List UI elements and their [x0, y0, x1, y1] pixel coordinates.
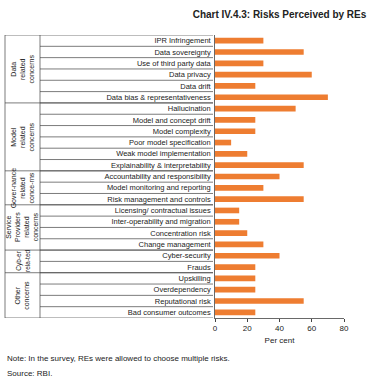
- svg-text:Data privacy: Data privacy: [169, 70, 211, 79]
- svg-text:Reputational risk: Reputational risk: [155, 297, 211, 306]
- svg-text:Chart IV.4.3: Risks Perceived: Chart IV.4.3: Risks Perceived by REs: [193, 9, 367, 20]
- svg-text:Cyb-errela-ted: Cyb-errela-ted: [15, 249, 30, 271]
- svg-text:Data bias & representativeness: Data bias & representativeness: [106, 93, 210, 102]
- svg-text:Explainability & interpretabil: Explainability & interpretability: [111, 161, 211, 170]
- svg-text:Modelrelatedconcerns: Modelrelatedconcerns: [10, 122, 35, 151]
- svg-text:20: 20: [243, 324, 252, 333]
- svg-text:ServiceProvidersrelatedconcern: ServiceProvidersrelatedconcerns: [5, 212, 39, 242]
- svg-text:Model complexity: Model complexity: [153, 127, 211, 136]
- svg-text:IPR Infringement: IPR Infringement: [154, 36, 211, 45]
- svg-text:Source: RBI.: Source: RBI.: [7, 369, 52, 378]
- svg-text:Per cent: Per cent: [265, 336, 296, 345]
- svg-text:Bad consumer outcomes: Bad consumer outcomes: [128, 308, 211, 317]
- svg-text:Data sovereignty: Data sovereignty: [154, 48, 211, 57]
- svg-text:Datarelatedconcerns: Datarelatedconcerns: [10, 55, 35, 84]
- svg-text:Use of third party data: Use of third party data: [137, 59, 212, 68]
- svg-text:Frauds: Frauds: [187, 263, 211, 272]
- svg-text:Note: In the survey, REs were: Note: In the survey, REs were allowed to…: [7, 354, 230, 363]
- svg-text:0: 0: [213, 324, 218, 333]
- svg-text:Risk management and controls: Risk management and controls: [107, 195, 211, 204]
- svg-text:Overdependency: Overdependency: [154, 285, 211, 294]
- svg-text:Concentration risk: Concentration risk: [150, 229, 211, 238]
- svg-text:80: 80: [340, 324, 349, 333]
- svg-text:Hallucination: Hallucination: [168, 104, 211, 113]
- svg-text:Data drift: Data drift: [180, 82, 211, 91]
- svg-text:Gover-nancerelatedconce-rns: Gover-nancerelatedconce-rns: [10, 168, 35, 209]
- svg-text:Change management: Change management: [139, 240, 212, 249]
- svg-text:60: 60: [307, 324, 316, 333]
- svg-text:Model monitoring and reporting: Model monitoring and reporting: [107, 183, 211, 192]
- svg-text:40: 40: [275, 324, 284, 333]
- svg-text:Inter-operability and migratio: Inter-operability and migration: [111, 217, 210, 226]
- svg-text:Upskilling: Upskilling: [179, 274, 211, 283]
- svg-text:Weak model implementation: Weak model implementation: [116, 149, 211, 158]
- svg-text:Otherconcerns: Otherconcerns: [14, 281, 30, 310]
- svg-text:Licensing/ contractual issues: Licensing/ contractual issues: [115, 206, 211, 215]
- svg-text:Accountability and responsibil: Accountability and responsibility: [104, 172, 211, 181]
- svg-text:Model and concept drift: Model and concept drift: [133, 116, 212, 125]
- svg-text:Poor model specification: Poor model specification: [129, 138, 211, 147]
- svg-text:Cyber-security: Cyber-security: [162, 251, 211, 260]
